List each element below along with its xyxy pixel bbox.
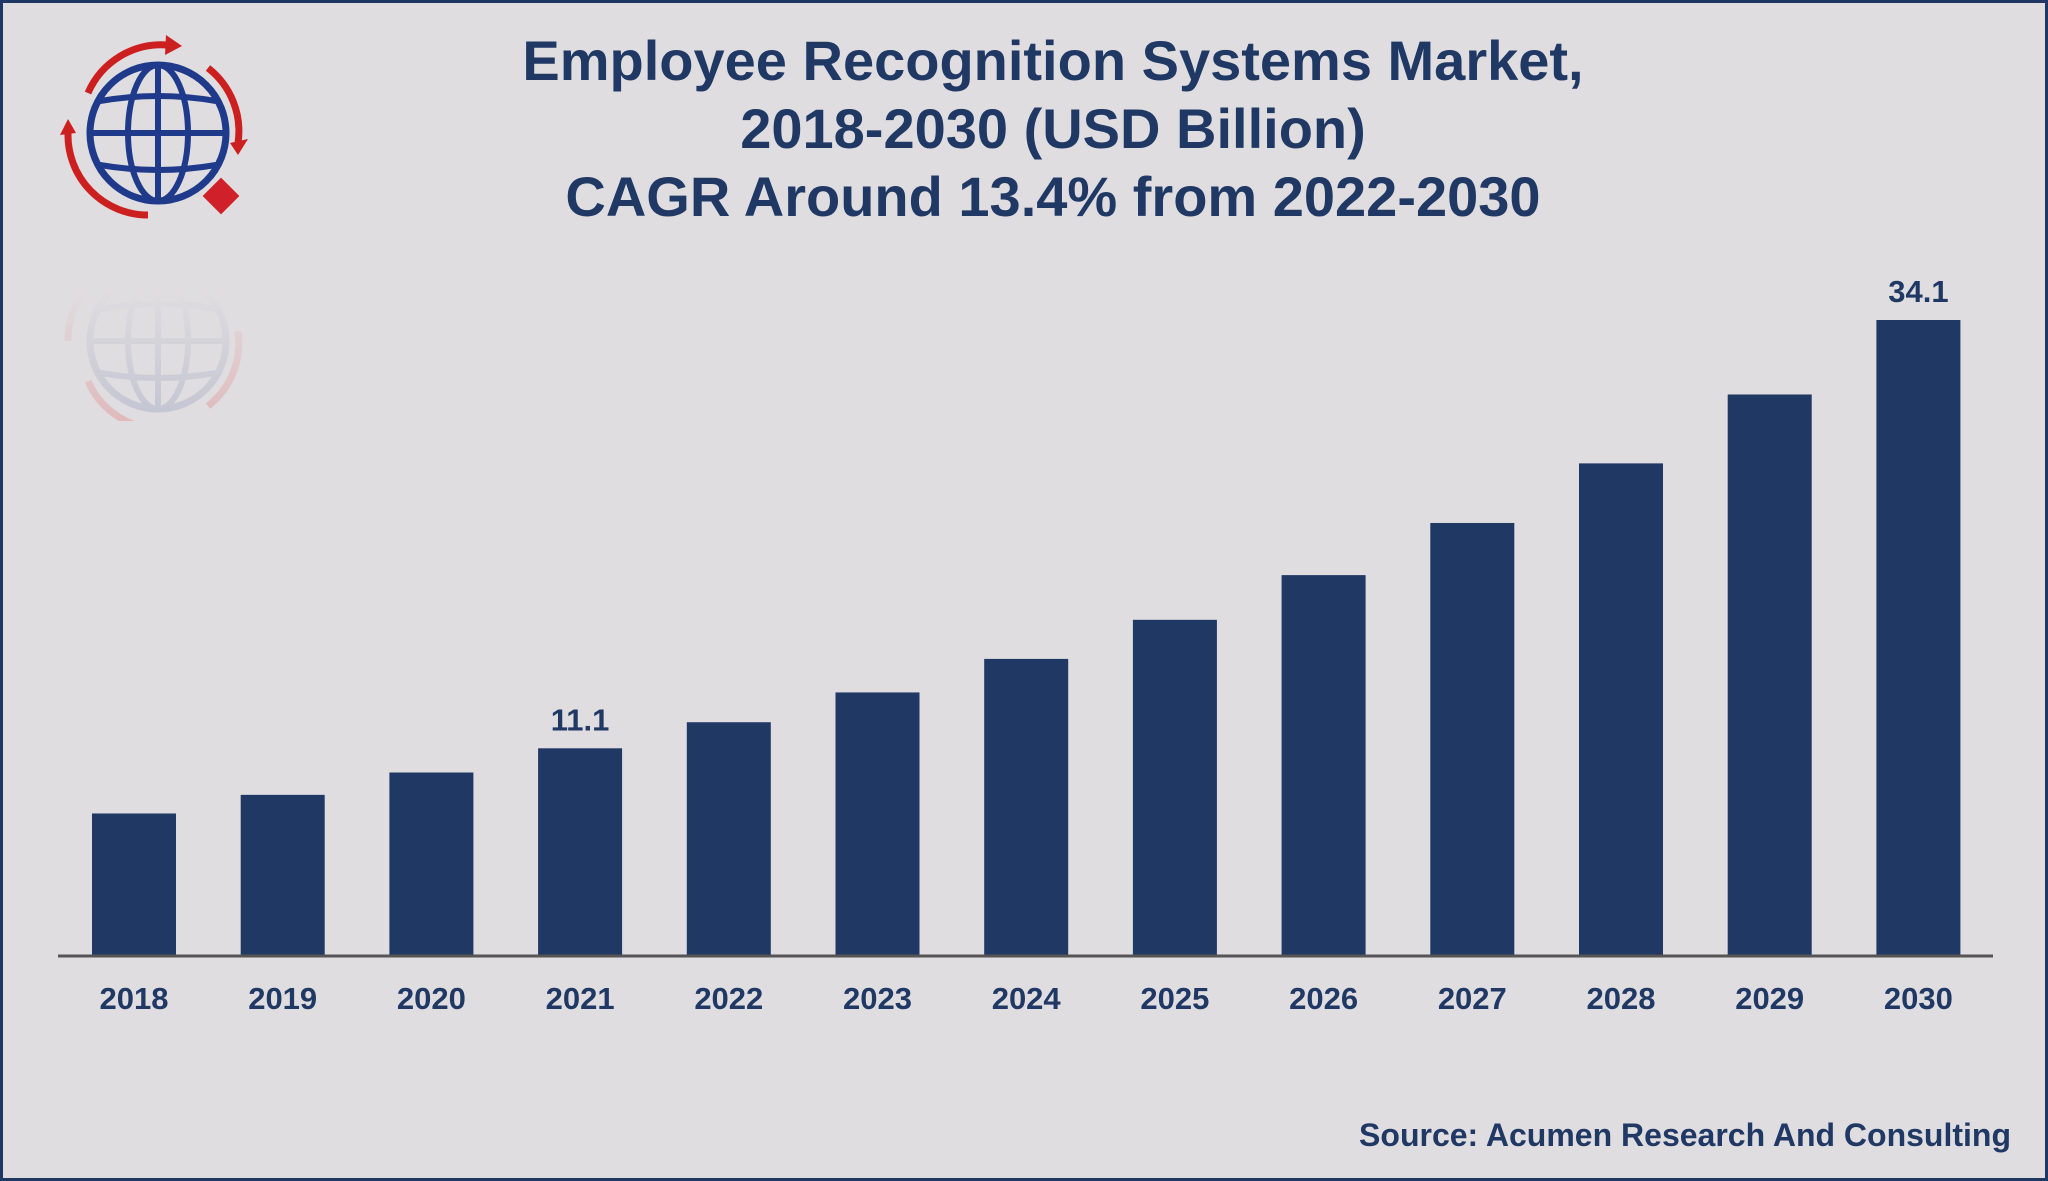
bar-2018 bbox=[92, 813, 176, 955]
title-line-3: CAGR Around 13.4% from 2022-2030 bbox=[565, 165, 1541, 228]
bar-2029 bbox=[1727, 394, 1812, 955]
x-tick-label-2018: 2018 bbox=[100, 981, 169, 1016]
bar-2027 bbox=[1430, 522, 1515, 955]
title-line-2: 2018-2030 (USD Billion) bbox=[740, 97, 1366, 160]
globe-logo-icon bbox=[60, 35, 248, 219]
bar-2023 bbox=[835, 692, 920, 955]
bar-2019 bbox=[240, 794, 325, 955]
bar-2024 bbox=[984, 658, 1069, 955]
x-tick-label-2028: 2028 bbox=[1587, 981, 1656, 1016]
x-tick-label-2021: 2021 bbox=[546, 981, 615, 1016]
bar-chart: 2018 2019 2020 2021 11.1 2022 2023 2024 2025 2026… bbox=[58, 274, 1993, 1016]
x-tick-label-2024: 2024 bbox=[992, 981, 1062, 1016]
logo-reflection-icon bbox=[64, 271, 243, 421]
source-note: Source: Acumen Research And Consulting bbox=[1359, 1117, 2011, 1153]
x-tick-label-2026: 2026 bbox=[1289, 981, 1358, 1016]
title-line-1: Employee Recognition Systems Market, bbox=[522, 29, 1584, 92]
chart-title: Employee Recognition Systems Market, 201… bbox=[303, 27, 1803, 231]
x-tick-label-2029: 2029 bbox=[1735, 981, 1804, 1016]
data-label-2021: 11.1 bbox=[551, 702, 610, 737]
x-tick-label-2020: 2020 bbox=[397, 981, 466, 1016]
data-label-2030: 34.1 bbox=[1888, 274, 1948, 309]
bar-2020 bbox=[389, 772, 474, 955]
bar-2026 bbox=[1281, 575, 1366, 955]
x-tick-label-2023: 2023 bbox=[843, 981, 912, 1016]
bar-2021 bbox=[538, 748, 623, 955]
x-tick-label-2027: 2027 bbox=[1438, 981, 1507, 1016]
bar-2022 bbox=[686, 722, 771, 955]
bar-2028 bbox=[1579, 463, 1663, 955]
x-tick-label-2019: 2019 bbox=[248, 981, 317, 1016]
x-tick-label-2025: 2025 bbox=[1140, 981, 1209, 1016]
bar-2025 bbox=[1132, 619, 1217, 955]
bar-2030 bbox=[1876, 320, 1961, 955]
x-tick-label-2030: 2030 bbox=[1884, 981, 1953, 1016]
x-tick-label-2022: 2022 bbox=[694, 981, 763, 1016]
